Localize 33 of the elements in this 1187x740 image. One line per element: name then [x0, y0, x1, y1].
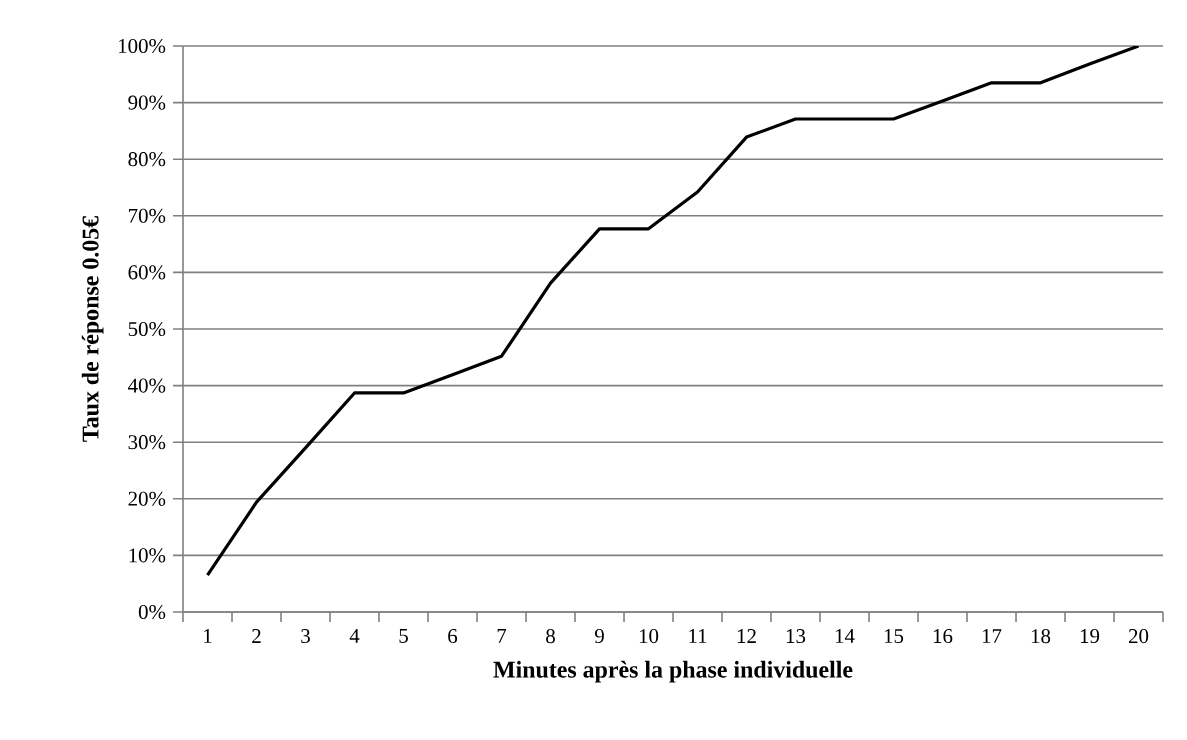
x-tick-label: 18 — [1031, 629, 1051, 644]
y-tick-label: 10% — [129, 548, 166, 563]
x-tick-label: 1 — [204, 629, 212, 643]
y-tick-label: 70% — [129, 208, 166, 223]
y-tick-label: 90% — [128, 95, 166, 110]
x-tick-label: 12 — [737, 629, 756, 643]
x-tick-label: 5 — [399, 629, 408, 643]
x-tick-label: 14 — [835, 629, 855, 643]
x-tick-label: 15 — [884, 629, 904, 644]
y-tick-label: 0% — [138, 604, 166, 620]
x-tick-label: 6 — [448, 629, 458, 644]
y-tick-label: 20% — [128, 491, 166, 506]
x-tick-label: 9 — [594, 629, 604, 644]
y-tick-label: 60% — [128, 265, 166, 280]
y-tick-label: 80% — [128, 152, 166, 167]
y-tick-label: 40% — [128, 378, 166, 393]
x-tick-label: 2 — [252, 629, 261, 643]
x-tick-label: 10 — [639, 629, 659, 644]
x-tick-label: 19 — [1080, 629, 1100, 644]
x-tick-label: 16 — [933, 629, 953, 644]
y-axis-title: Taux de réponse 0.05€ — [81, 216, 104, 442]
x-axis-title: Minutes après la phase individuelle — [493, 660, 853, 683]
x-tick-label: 13 — [786, 629, 806, 644]
x-tick-label: 11 — [689, 629, 707, 643]
y-tick-label: 100% — [119, 38, 166, 54]
x-tick-label: 4 — [349, 629, 360, 643]
y-tick-label: 30% — [128, 435, 166, 450]
x-tick-label: 8 — [546, 629, 555, 644]
x-tick-label: 20 — [1128, 629, 1149, 644]
x-tick-label: 3 — [301, 629, 310, 644]
x-tick-label: 7 — [497, 629, 507, 643]
x-tick-label: 17 — [982, 629, 1002, 643]
y-tick-label: 50% — [128, 321, 166, 337]
